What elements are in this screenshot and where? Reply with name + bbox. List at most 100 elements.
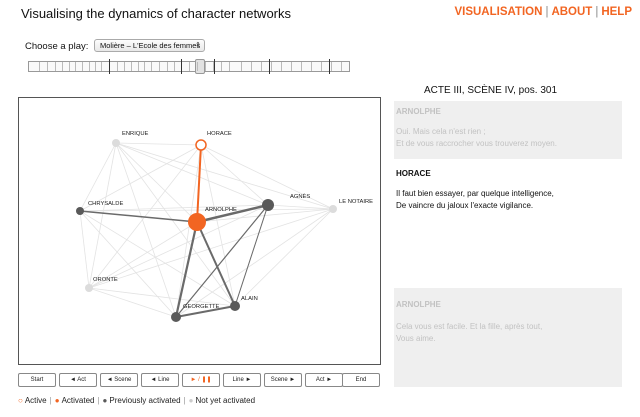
edge-arnolphe-chrysalde [79, 210, 198, 223]
edge-georgette-alain [175, 305, 236, 318]
speech-line: Vous aime. [396, 334, 436, 343]
scene-tick [321, 62, 322, 71]
select-arrows-icon: ⇕ [195, 42, 201, 49]
timeline-thumb[interactable] [194, 59, 205, 74]
edge-arnolphe-horace [196, 144, 202, 223]
scene-tick [47, 62, 48, 71]
edge-horace-notaire [200, 144, 334, 210]
node-horace[interactable] [195, 139, 207, 151]
play-select[interactable]: Molière – L'Ecole des femmes ⇕ [94, 39, 205, 52]
node-arnolphe[interactable] [188, 213, 206, 231]
node-enrique[interactable] [112, 139, 120, 147]
play-pause-button[interactable]: ► / ❚❚ [182, 373, 220, 387]
prev-act-button[interactable]: ◄ Act [59, 373, 97, 387]
speech-line: Et de vous raccrocher vous trouverez moy… [396, 139, 557, 148]
top-nav: VISUALISATION | ABOUT | HELP [454, 6, 632, 18]
legend-label: Previously activated [109, 396, 181, 405]
legend-icon-2: ● [102, 396, 108, 405]
scene-tick [144, 62, 145, 71]
nav-separator: | [545, 6, 549, 18]
edge-enrique-georgette [115, 142, 177, 318]
scene-tick [62, 62, 63, 71]
edge-agnes-notaire [267, 204, 334, 210]
speech-line: Oui. Mais cela n'est rien ; [396, 127, 486, 136]
node-label-chrysalde: CHRYSALDE [88, 201, 123, 207]
nav-help[interactable]: HELP [601, 6, 632, 18]
nav-about[interactable]: ABOUT [551, 6, 593, 18]
scene-tick [189, 62, 190, 71]
next-line-button[interactable]: Line ► [223, 373, 261, 387]
node-label-alain: ALAIN [241, 296, 258, 302]
scene-tick [311, 62, 312, 71]
edge-chrysalde-alain [79, 210, 236, 307]
node-label-oronte: ORONTE [93, 277, 118, 283]
edge-agnes-georgette [175, 204, 269, 318]
speech-block: ARNOLPHE Oui. Mais cela n'est rien ; Et … [394, 107, 622, 157]
scene-tick [95, 62, 96, 71]
scene-tick [167, 62, 168, 71]
edge-chrysalde-oronte [79, 210, 90, 289]
speech-speaker: ARNOLPHE [396, 300, 441, 309]
edge-arnolphe-oronte [88, 221, 198, 289]
end-button[interactable]: End [342, 373, 380, 387]
edge-horace-alain [200, 144, 236, 307]
node-agnes[interactable] [262, 199, 274, 211]
next-act-button[interactable]: Act ► [305, 373, 343, 387]
edge-arnolphe-alain [196, 221, 236, 307]
playback-controls: Start ◄ Act ◄ Scene ◄ Line ► / ❚❚ Line ► Scene… [18, 373, 381, 388]
scene-tick [213, 62, 214, 71]
next-scene-button[interactable]: Scene ► [264, 373, 302, 387]
play-selector-label: Choose a play: [25, 41, 89, 52]
legend-label: Activated [61, 396, 95, 405]
edge-horace-agnes [200, 144, 269, 206]
legend-icon-0: ○ [18, 396, 23, 405]
play-select-value: Molière – L'Ecole des femmes [100, 41, 201, 50]
text-panel: ARNOLPHE Oui. Mais cela n'est rien ; Et … [394, 101, 622, 387]
scene-tick [251, 62, 252, 71]
edge-notaire-oronte [88, 208, 334, 289]
edge-chrysalde-georgette [79, 210, 177, 318]
node-georgette[interactable] [171, 312, 181, 322]
scene-tick [39, 62, 40, 71]
node-oronte[interactable] [85, 284, 93, 292]
node-notaire[interactable] [329, 205, 337, 213]
scene-tick [221, 62, 222, 71]
act-tick [214, 59, 215, 74]
legend-separator: | [183, 396, 186, 405]
act-tick [181, 59, 182, 74]
edge-notaire-alain [234, 208, 334, 307]
prev-line-button[interactable]: ◄ Line [141, 373, 179, 387]
edge-notaire-georgette [175, 208, 334, 318]
edge-chrysalde-agnes [79, 204, 269, 212]
scene-tick [117, 62, 118, 71]
scene-tick [341, 62, 342, 71]
node-label-enrique: ENRIQUE [122, 131, 149, 137]
nav-visualisation[interactable]: VISUALISATION [454, 6, 543, 18]
start-button[interactable]: Start [18, 373, 56, 387]
node-label-horace: HORACE [207, 131, 232, 137]
act-tick [109, 59, 110, 74]
scene-tick [89, 62, 90, 71]
scene-tick [124, 62, 125, 71]
node-label-notaire: LE NOTAIRE [339, 199, 373, 205]
act-tick [329, 59, 330, 74]
prev-scene-button[interactable]: ◄ Scene [100, 373, 138, 387]
timeline-slider[interactable] [28, 59, 350, 74]
edge-agnes-oronte [88, 204, 269, 289]
legend-icon-3: ● [188, 396, 194, 405]
legend-label: Not yet activated [195, 396, 256, 405]
scene-tick [241, 62, 242, 71]
edge-horace-enrique [115, 142, 202, 146]
edge-arnolphe-enrique [115, 142, 198, 223]
scene-tick [69, 62, 70, 71]
node-chrysalde[interactable] [76, 207, 84, 215]
legend-separator: | [97, 396, 100, 405]
edge-enrique-notaire [115, 142, 334, 210]
node-alain[interactable] [230, 301, 240, 311]
speech-block: ARNOLPHE Cela vous est facile. Et la fil… [394, 300, 622, 360]
app-title: Visualising the dynamics of character ne… [21, 6, 291, 21]
act-tick [269, 59, 270, 74]
network-graph[interactable]: ARNOLPHE HORACE ENRIQUE CHRYSALDE AGNÈS LE NO… [18, 97, 381, 365]
node-label-agnes: AGNÈS [290, 193, 310, 200]
edge-enrique-chrysalde [79, 142, 117, 212]
